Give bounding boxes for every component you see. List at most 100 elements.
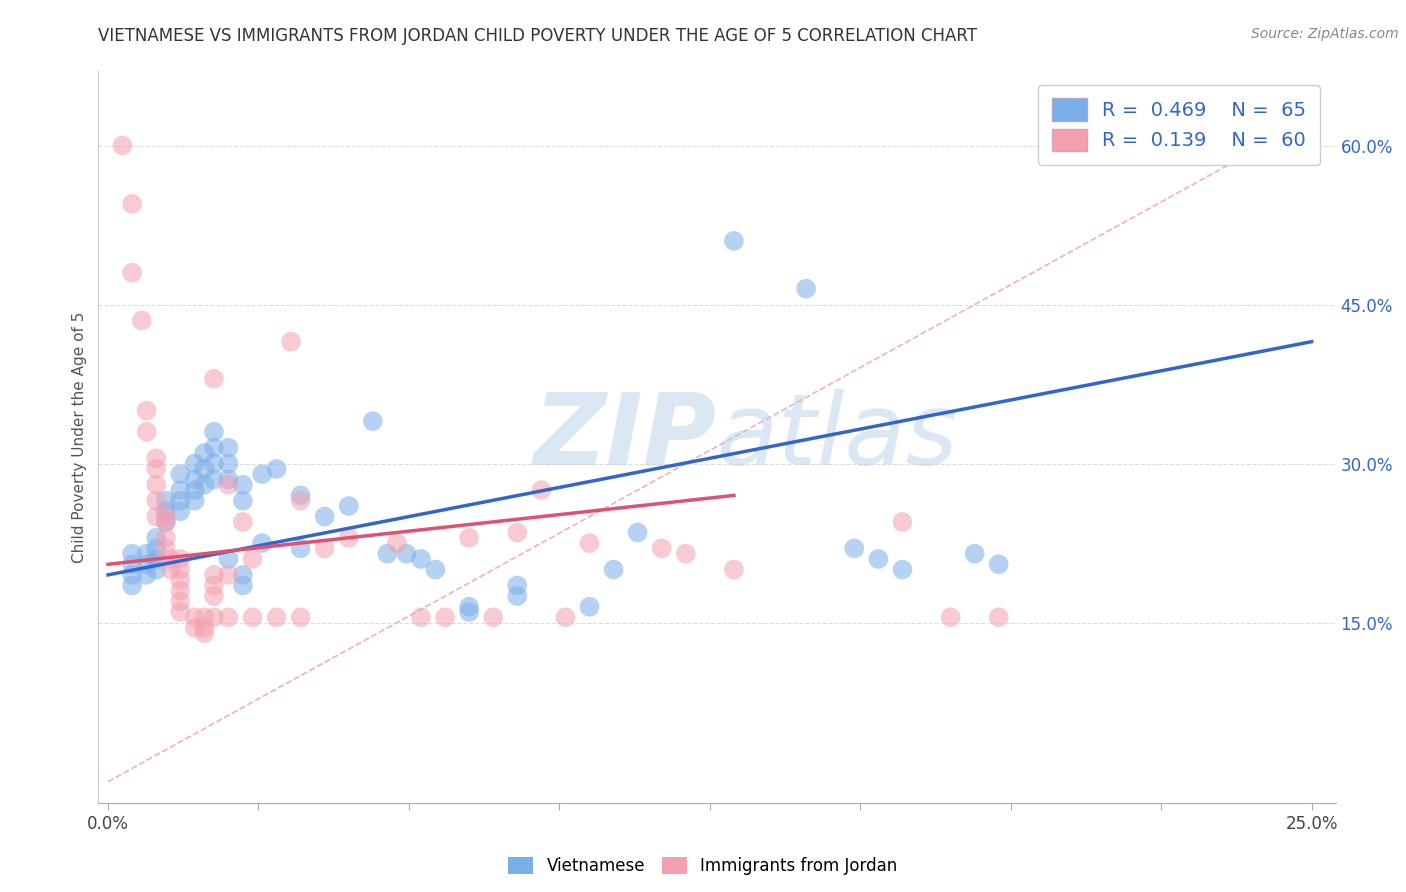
Point (723, 234, 745, 248)
Point (121, 266, 143, 280)
Point (155, 509, 177, 524)
Point (651, 541, 673, 556)
Point (232, 477, 254, 491)
Point (217, 567, 239, 582)
Point (250, 536, 273, 550)
Point (131, 313, 153, 327)
Point (183, 483, 205, 497)
Point (121, 578, 143, 592)
Text: Source: ZipAtlas.com: Source: ZipAtlas.com (1251, 27, 1399, 41)
Point (183, 473, 205, 487)
Point (337, 499, 360, 513)
Point (202, 610, 225, 624)
Point (155, 531, 177, 545)
Point (145, 493, 167, 508)
Point (193, 621, 215, 635)
Point (939, 610, 962, 624)
Point (506, 589, 529, 603)
Point (193, 610, 215, 624)
Point (987, 610, 1010, 624)
Point (193, 626, 215, 640)
Point (202, 372, 225, 386)
Y-axis label: Child Poverty Under the Age of 5: Child Poverty Under the Age of 5 (72, 311, 87, 563)
Point (266, 610, 288, 624)
Point (121, 567, 143, 582)
Point (242, 610, 264, 624)
Point (169, 504, 191, 518)
Point (155, 504, 177, 518)
Point (217, 552, 239, 566)
Point (844, 541, 866, 556)
Point (159, 563, 181, 577)
Point (458, 531, 481, 545)
Point (868, 552, 890, 566)
Point (135, 547, 157, 561)
Point (202, 589, 225, 603)
Point (242, 552, 264, 566)
Legend: R =  0.469    N =  65, R =  0.139    N =  60: R = 0.469 N = 65, R = 0.139 N = 60 (1038, 85, 1320, 165)
Point (250, 467, 273, 482)
Point (202, 425, 225, 439)
Point (135, 567, 157, 582)
Point (121, 558, 143, 572)
Point (409, 610, 432, 624)
Point (395, 547, 418, 561)
Point (232, 578, 254, 592)
Point (202, 578, 225, 592)
Point (155, 515, 177, 529)
Point (987, 558, 1010, 572)
Point (169, 493, 191, 508)
Point (155, 493, 177, 508)
Point (145, 451, 167, 466)
Point (578, 599, 600, 614)
Point (375, 547, 398, 561)
Point (145, 509, 167, 524)
Point (280, 334, 302, 349)
Point (794, 282, 817, 296)
Point (169, 467, 191, 482)
Point (458, 605, 481, 619)
Legend: Vietnamese, Immigrants from Jordan: Vietnamese, Immigrants from Jordan (502, 850, 904, 882)
Point (627, 525, 650, 540)
Point (602, 563, 624, 577)
Point (193, 462, 215, 476)
Point (169, 483, 191, 497)
Point (217, 457, 239, 471)
Point (506, 525, 529, 540)
Point (183, 457, 205, 471)
Point (290, 541, 312, 556)
Point (675, 547, 697, 561)
Text: ZIP: ZIP (534, 389, 717, 485)
Point (290, 493, 312, 508)
Point (183, 493, 205, 508)
Point (111, 138, 134, 153)
Point (217, 477, 239, 491)
Point (159, 552, 181, 566)
Point (554, 610, 576, 624)
Point (458, 599, 481, 614)
Point (530, 483, 553, 497)
Point (193, 477, 215, 491)
Point (578, 536, 600, 550)
Point (202, 567, 225, 582)
Point (314, 541, 336, 556)
Point (145, 552, 167, 566)
Point (290, 488, 312, 502)
Point (963, 547, 986, 561)
Point (217, 441, 239, 455)
Point (385, 536, 408, 550)
Point (434, 610, 457, 624)
Point (202, 441, 225, 455)
Point (121, 197, 143, 211)
Point (266, 462, 288, 476)
Point (723, 563, 745, 577)
Text: VIETNAMESE VS IMMIGRANTS FROM JORDAN CHILD POVERTY UNDER THE AGE OF 5 CORRELATIO: VIETNAMESE VS IMMIGRANTS FROM JORDAN CHI… (98, 27, 977, 45)
Point (145, 462, 167, 476)
Point (891, 563, 914, 577)
Point (145, 531, 167, 545)
Point (337, 531, 360, 545)
Point (202, 473, 225, 487)
Point (145, 541, 167, 556)
Point (217, 473, 239, 487)
Point (183, 610, 205, 624)
